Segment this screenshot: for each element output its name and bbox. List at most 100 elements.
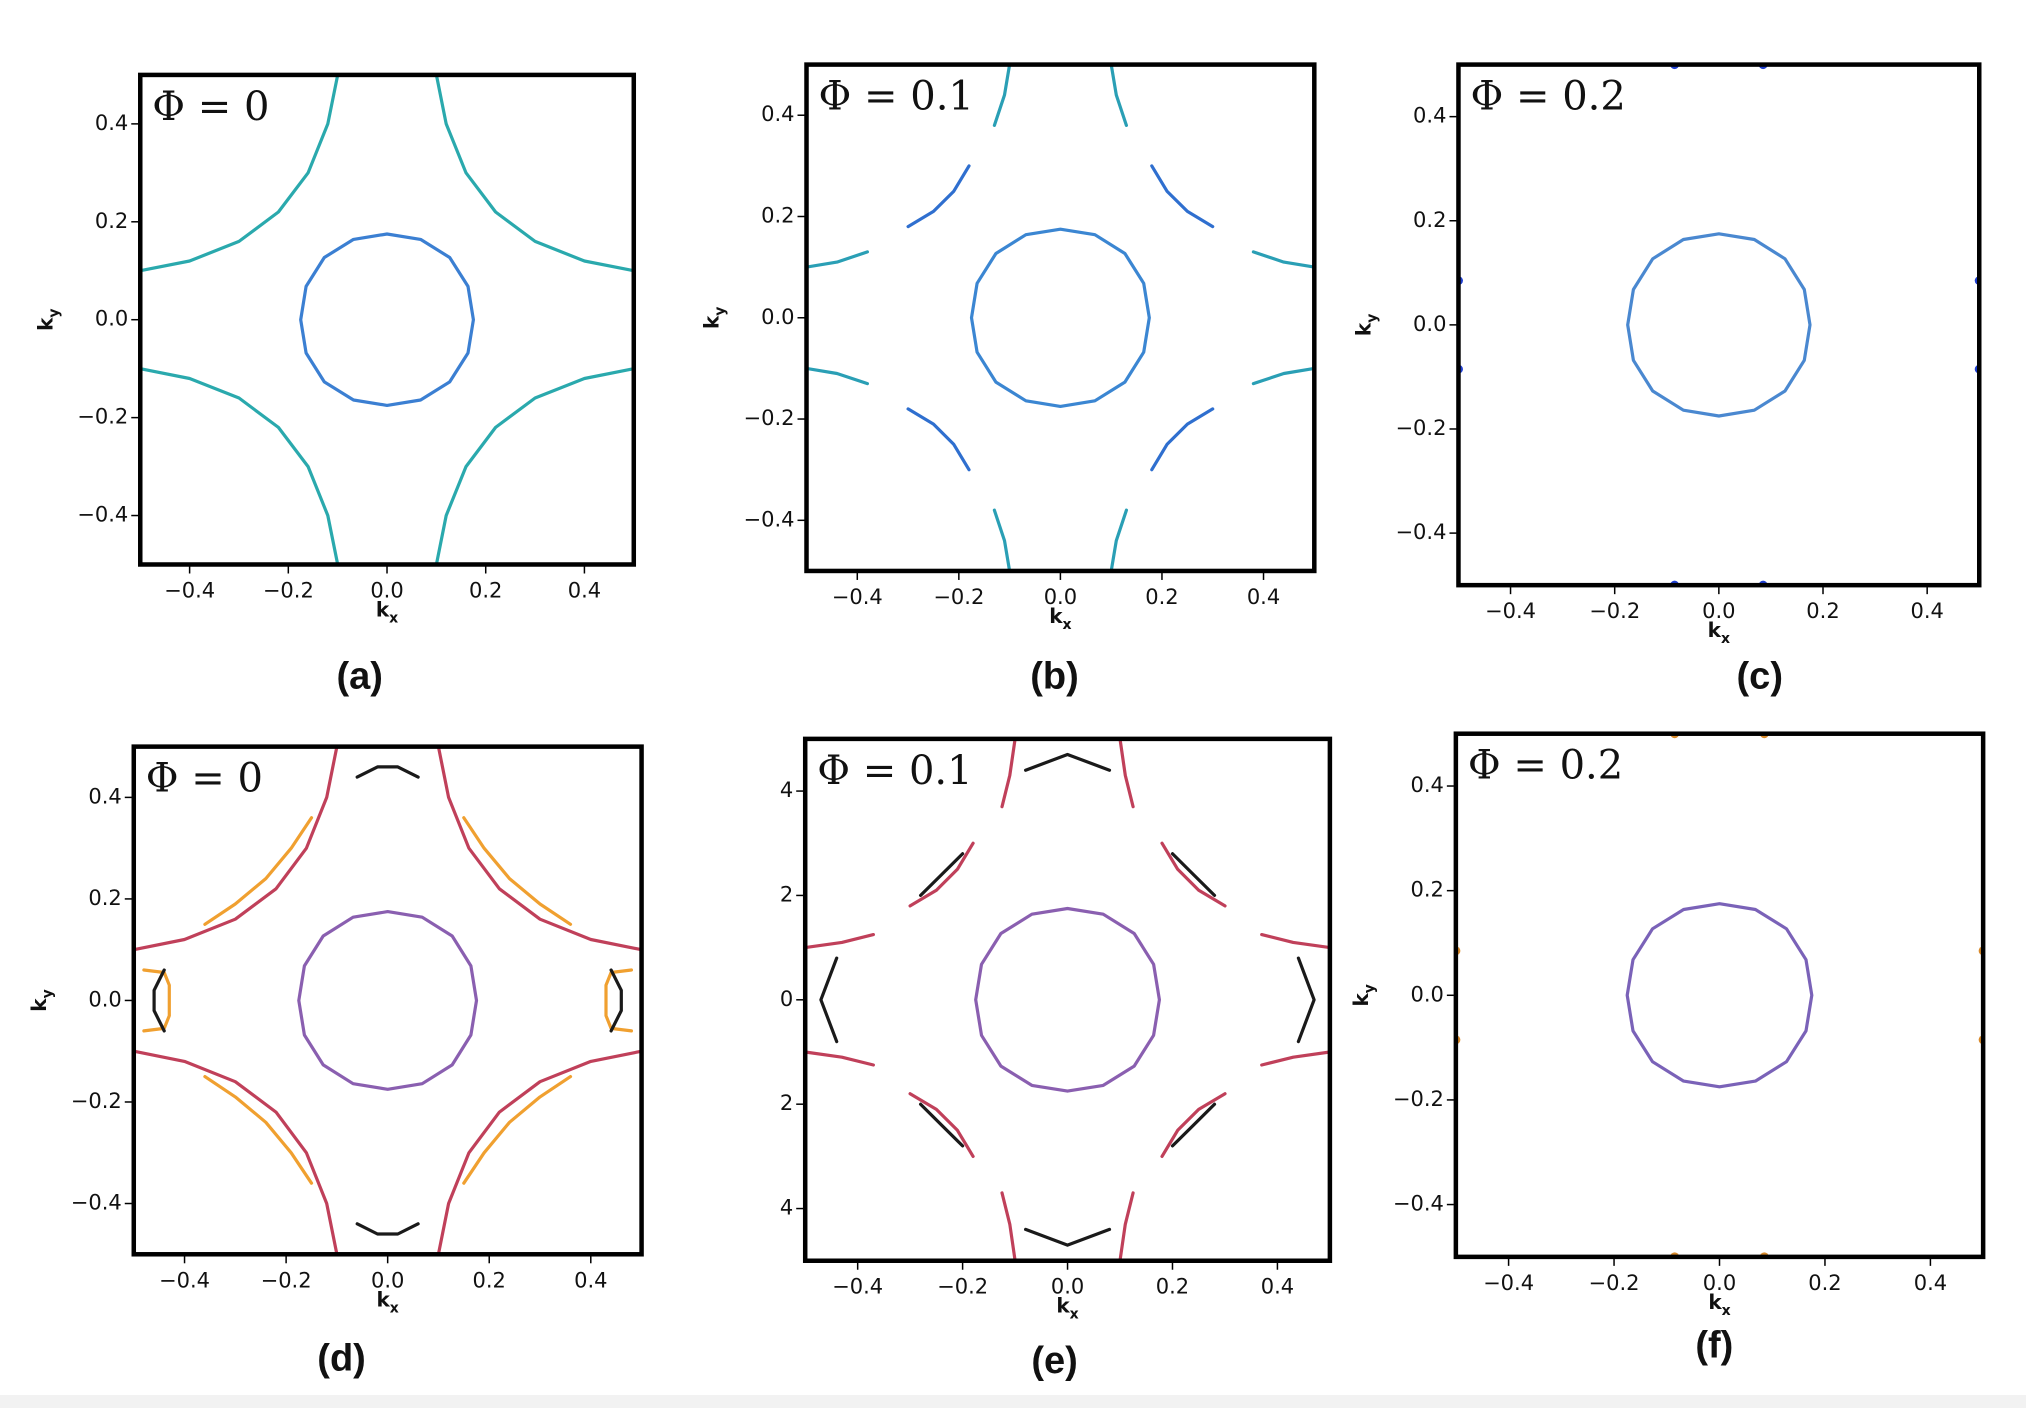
plot-area bbox=[806, 64, 1315, 571]
curve bbox=[974, 906, 1161, 1093]
y-tick-label: 0.0 bbox=[1413, 312, 1446, 336]
x-axis-label-main: k bbox=[376, 597, 390, 621]
curve bbox=[297, 910, 479, 1091]
y-tick-label: −0.4 bbox=[1395, 520, 1446, 544]
curve bbox=[906, 164, 971, 229]
y-axis-label-main: k bbox=[1351, 322, 1375, 336]
x-tick-label: 0.2 bbox=[1808, 1271, 1841, 1295]
y-axis-label: ky bbox=[27, 989, 56, 1011]
y-tick-label: −0.2 bbox=[71, 1089, 122, 1113]
y-tick-label: −0.4 bbox=[1393, 1192, 1444, 1216]
annotation: Φ = 0.2 bbox=[1468, 743, 1623, 789]
x-axis-label-main: k bbox=[1056, 1294, 1070, 1318]
frame bbox=[1453, 731, 1986, 1260]
x-axis-label: kx bbox=[1056, 1294, 1078, 1323]
y-axis-label: ky bbox=[700, 307, 729, 329]
curve bbox=[969, 227, 1151, 408]
x-tick-label: 0.0 bbox=[370, 578, 403, 602]
x-tick-label: 0.0 bbox=[1702, 599, 1735, 623]
caption: (c) bbox=[1737, 655, 1783, 697]
curve bbox=[1260, 933, 1330, 950]
y-tick-label: 0.4 bbox=[88, 784, 121, 808]
curve bbox=[1170, 852, 1217, 897]
curve bbox=[806, 366, 869, 386]
panel: −0.4 −0.2 0.0 0.2 0.4−0.4−0.20.00.20.4kxkyΦ … bbox=[33, 72, 637, 697]
x-tick-label: 0.4 bbox=[568, 578, 601, 602]
y-axis-label-sub: y bbox=[46, 308, 62, 317]
curve bbox=[436, 1049, 642, 1255]
curve bbox=[805, 933, 875, 950]
x-axis-label-main: k bbox=[1708, 1290, 1722, 1314]
y-tick-label: 0.4 bbox=[1413, 104, 1446, 128]
curve bbox=[806, 250, 869, 269]
curve bbox=[908, 1092, 975, 1158]
plot-area bbox=[140, 74, 634, 565]
y-tick-label: −0.2 bbox=[77, 405, 128, 429]
y-axis-label-main: k bbox=[27, 998, 51, 1012]
curve bbox=[906, 407, 971, 472]
curve bbox=[355, 1222, 420, 1236]
plot-area bbox=[133, 746, 642, 1255]
curve bbox=[140, 367, 340, 565]
caption: (a) bbox=[337, 655, 383, 697]
y-tick-label: 2 bbox=[780, 1091, 793, 1115]
panel: −0.4 −0.2 0.0 0.2 0.4−0.4−0.20.00.20.4kxkyΦ … bbox=[700, 62, 1317, 697]
x-axis-label: kx bbox=[1049, 604, 1071, 633]
y-axis-label-sub: y bbox=[40, 989, 56, 998]
curve bbox=[462, 1075, 573, 1185]
y-tick-label: 0.4 bbox=[761, 102, 794, 126]
y-tick-label: 0.4 bbox=[95, 111, 128, 135]
curve bbox=[133, 746, 339, 952]
x-tick-label: −0.2 bbox=[1589, 599, 1640, 623]
y-tick-label: 0.4 bbox=[1410, 773, 1443, 797]
caption: (d) bbox=[317, 1337, 366, 1379]
y-tick-label: 0.0 bbox=[1410, 982, 1443, 1006]
x-tick-label: −0.4 bbox=[832, 585, 883, 609]
curve bbox=[604, 968, 633, 1033]
frame bbox=[138, 72, 637, 567]
curve bbox=[1150, 407, 1215, 472]
curve bbox=[1109, 64, 1128, 127]
y-tick-label: −0.4 bbox=[744, 507, 795, 531]
caption: (f) bbox=[1695, 1324, 1733, 1366]
curve bbox=[908, 841, 975, 908]
x-axis-label: kx bbox=[376, 597, 398, 626]
y-tick-label: 0.2 bbox=[1413, 208, 1446, 232]
curve bbox=[1296, 956, 1316, 1044]
y-tick-label: 0.0 bbox=[88, 987, 121, 1011]
x-tick-label: 0.4 bbox=[1914, 1271, 1947, 1295]
y-tick-label: 4 bbox=[780, 778, 793, 802]
panel: −0.4 −0.2 0.0 0.2 0.4 4 2 0 2 4 kx Φ = 0.1 (e) bbox=[780, 736, 1333, 1382]
curve bbox=[819, 956, 839, 1044]
y-tick-label: −0.4 bbox=[77, 503, 128, 527]
curve bbox=[609, 968, 623, 1033]
curve bbox=[1251, 366, 1315, 386]
y-tick-label: 0.2 bbox=[1410, 878, 1443, 902]
x-tick-label: −0.4 bbox=[164, 578, 215, 602]
panel: −0.4 −0.2 0.0 0.2 0.4−0.4−0.20.00.20.4kxkyΦ … bbox=[1351, 62, 1982, 697]
curve bbox=[142, 968, 171, 1033]
x-tick-label: 0.0 bbox=[1703, 1271, 1736, 1295]
curve bbox=[992, 508, 1012, 571]
y-axis-label-main: k bbox=[1349, 993, 1373, 1007]
bottom-strip bbox=[0, 1395, 2026, 1408]
curve bbox=[203, 816, 314, 926]
x-tick-label: 0.4 bbox=[1910, 599, 1943, 623]
y-tick-label: 0.2 bbox=[95, 209, 128, 233]
frame bbox=[804, 62, 1317, 574]
frame bbox=[802, 736, 1333, 1263]
curve bbox=[805, 1050, 875, 1067]
x-tick-label: 0.4 bbox=[574, 1268, 607, 1292]
x-tick-label: 0.2 bbox=[1806, 599, 1839, 623]
curve bbox=[1023, 1227, 1112, 1247]
curve bbox=[1150, 164, 1215, 229]
y-tick-label: 0.2 bbox=[761, 203, 794, 227]
curve bbox=[919, 1102, 965, 1148]
curve bbox=[434, 367, 634, 565]
curve bbox=[1109, 508, 1128, 571]
x-axis-label-sub: x bbox=[389, 610, 398, 626]
curve bbox=[355, 765, 420, 779]
curve bbox=[133, 1049, 339, 1255]
curve bbox=[434, 74, 634, 273]
